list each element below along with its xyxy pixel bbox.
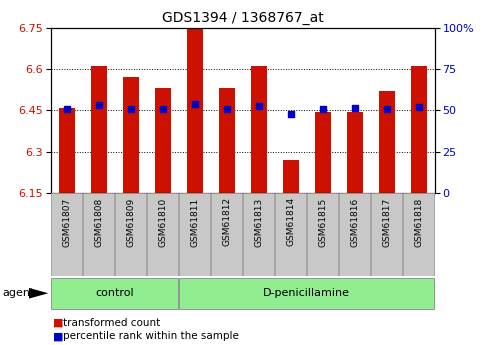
Text: GSM61816: GSM61816 <box>350 197 359 247</box>
FancyBboxPatch shape <box>51 193 82 276</box>
Point <box>191 101 199 107</box>
Point <box>95 102 102 108</box>
FancyBboxPatch shape <box>147 193 178 276</box>
Bar <box>315 112 331 193</box>
FancyBboxPatch shape <box>212 193 242 276</box>
Point <box>383 106 391 112</box>
FancyBboxPatch shape <box>179 193 210 276</box>
Text: GSM61811: GSM61811 <box>190 197 199 247</box>
FancyBboxPatch shape <box>179 278 434 309</box>
Text: GSM61817: GSM61817 <box>382 197 391 247</box>
Point <box>127 106 135 112</box>
Bar <box>411 66 426 193</box>
FancyBboxPatch shape <box>243 193 274 276</box>
Bar <box>91 66 107 193</box>
Text: percentile rank within the sample: percentile rank within the sample <box>63 332 239 341</box>
FancyBboxPatch shape <box>340 193 370 276</box>
FancyBboxPatch shape <box>84 193 114 276</box>
Text: GSM61808: GSM61808 <box>94 197 103 247</box>
FancyBboxPatch shape <box>115 193 146 276</box>
Point <box>319 106 327 112</box>
Text: GSM61813: GSM61813 <box>254 197 263 247</box>
Text: GSM61807: GSM61807 <box>62 197 71 247</box>
Bar <box>283 160 298 193</box>
Bar <box>251 66 267 193</box>
Bar <box>379 91 395 193</box>
Bar <box>59 108 75 193</box>
FancyBboxPatch shape <box>403 193 434 276</box>
Text: GSM61818: GSM61818 <box>414 197 423 247</box>
Point <box>351 105 358 110</box>
Point <box>415 104 423 110</box>
FancyBboxPatch shape <box>51 278 178 309</box>
Bar <box>123 77 139 193</box>
Point <box>159 106 167 112</box>
FancyBboxPatch shape <box>275 193 306 276</box>
Text: transformed count: transformed count <box>63 318 160 327</box>
Text: GSM61815: GSM61815 <box>318 197 327 247</box>
Point <box>63 106 71 112</box>
Text: D-penicillamine: D-penicillamine <box>263 288 350 298</box>
Point <box>255 104 263 109</box>
Text: GSM61809: GSM61809 <box>126 197 135 247</box>
Polygon shape <box>29 288 48 298</box>
Text: GSM61814: GSM61814 <box>286 197 295 246</box>
FancyBboxPatch shape <box>307 193 338 276</box>
Text: GSM61810: GSM61810 <box>158 197 167 247</box>
Bar <box>155 88 170 193</box>
Bar <box>219 88 235 193</box>
Title: GDS1394 / 1368767_at: GDS1394 / 1368767_at <box>162 11 324 25</box>
Bar <box>187 28 203 193</box>
Bar <box>347 112 363 193</box>
Point <box>223 106 230 111</box>
Text: control: control <box>96 288 134 298</box>
Text: ■: ■ <box>53 318 64 327</box>
Point <box>287 111 295 117</box>
Text: GSM61812: GSM61812 <box>222 197 231 246</box>
Text: ■: ■ <box>53 332 64 341</box>
Text: agent: agent <box>2 288 35 298</box>
FancyBboxPatch shape <box>371 193 402 276</box>
